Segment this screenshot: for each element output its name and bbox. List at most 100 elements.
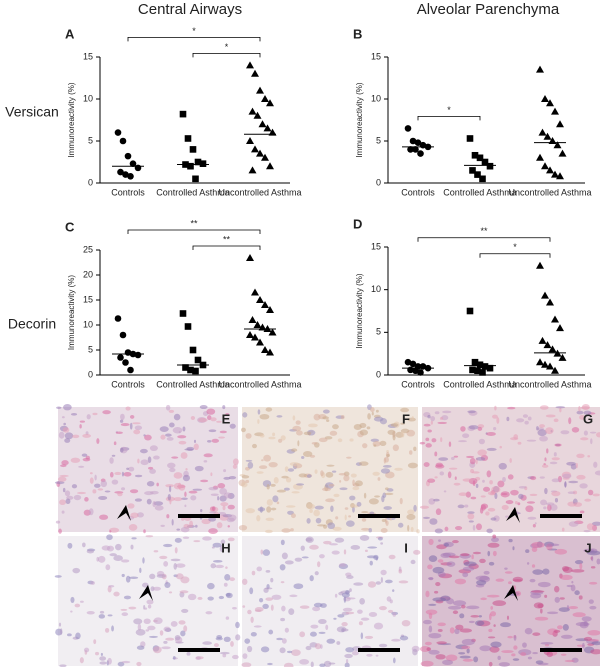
tissue [539, 424, 545, 428]
x-tick-label: Controls [401, 187, 435, 197]
tissue [159, 426, 169, 432]
tissue [281, 605, 286, 612]
tissue [218, 512, 227, 516]
tissue [134, 425, 143, 431]
tissue [428, 603, 437, 606]
tissue [394, 467, 403, 471]
tissue [84, 497, 89, 502]
tissue [458, 652, 466, 655]
tissue [571, 427, 580, 433]
tissue [113, 591, 120, 597]
tissue [479, 558, 486, 564]
tissue [447, 471, 452, 479]
tissue [468, 620, 475, 624]
tissue [377, 537, 383, 541]
tissue [561, 565, 570, 572]
tissue [454, 578, 467, 585]
tissue [165, 404, 171, 411]
tissue [119, 447, 124, 453]
tissue [170, 558, 181, 562]
tissue [338, 473, 347, 476]
tissue [399, 635, 409, 641]
tissue [479, 507, 484, 514]
tissue [325, 471, 334, 478]
tissue [543, 506, 547, 510]
tissue [326, 419, 330, 423]
tissue [325, 624, 329, 630]
tissue [434, 590, 439, 594]
scale-bar [358, 648, 400, 652]
tissue [452, 540, 459, 544]
tissue [79, 600, 84, 603]
tissue [169, 467, 176, 473]
tissue [178, 620, 186, 625]
tissue [54, 481, 65, 485]
tissue [364, 635, 374, 639]
tissue [117, 661, 125, 667]
tissue [532, 651, 538, 655]
tissue [109, 471, 114, 478]
tissue [311, 441, 318, 445]
tissue [362, 443, 368, 449]
tissue [359, 422, 367, 429]
tissue [320, 644, 323, 649]
tissue [380, 576, 384, 584]
tissue [266, 499, 273, 506]
data-point [261, 153, 269, 161]
data-point [256, 338, 264, 346]
tissue [387, 609, 394, 614]
tissue [399, 497, 403, 505]
significance-bracket [192, 245, 261, 250]
tissue [439, 471, 445, 476]
y-axis-label: Immunoreactivity (%) [67, 275, 76, 350]
tissue [369, 560, 373, 566]
y-tick-label: 15 [83, 294, 93, 304]
tissue [270, 507, 277, 511]
tissue [98, 495, 108, 500]
tissue [493, 624, 496, 627]
tissue [486, 447, 497, 451]
tissue [487, 550, 491, 557]
data-point [261, 95, 269, 102]
tissue [401, 619, 411, 627]
tissue [89, 472, 93, 475]
data-point [268, 328, 277, 336]
tissue [539, 435, 548, 442]
data-point [553, 141, 562, 149]
tissue [296, 430, 303, 436]
tissue [205, 611, 213, 615]
tissue [491, 486, 501, 493]
tissue [137, 458, 140, 464]
tissue [339, 479, 342, 483]
tissue [281, 528, 291, 533]
tissue [367, 546, 378, 549]
tissue [100, 652, 103, 656]
y-tick-label: 5 [88, 135, 93, 145]
tissue [572, 612, 586, 618]
tissue [541, 464, 549, 468]
tissue [524, 420, 529, 425]
tissue [97, 488, 104, 491]
tissue [280, 435, 286, 441]
data-point [536, 358, 544, 366]
tissue [525, 505, 534, 513]
tissue [462, 433, 470, 439]
data-point [119, 331, 127, 339]
tissue [72, 567, 81, 574]
tissue [353, 582, 364, 586]
data-point [541, 360, 549, 368]
tissue [145, 629, 150, 632]
tissue [462, 566, 475, 572]
tissue [374, 495, 380, 498]
tissue [184, 504, 187, 508]
tissue [488, 628, 493, 633]
tissue [223, 492, 232, 499]
tissue [61, 460, 69, 466]
tissue [364, 549, 368, 553]
data-point [536, 261, 544, 269]
tissue [217, 483, 226, 489]
x-tick-label: Controlled Asthma [443, 379, 517, 389]
tissue [150, 586, 155, 592]
data-point [258, 120, 267, 128]
data-point [194, 158, 202, 166]
